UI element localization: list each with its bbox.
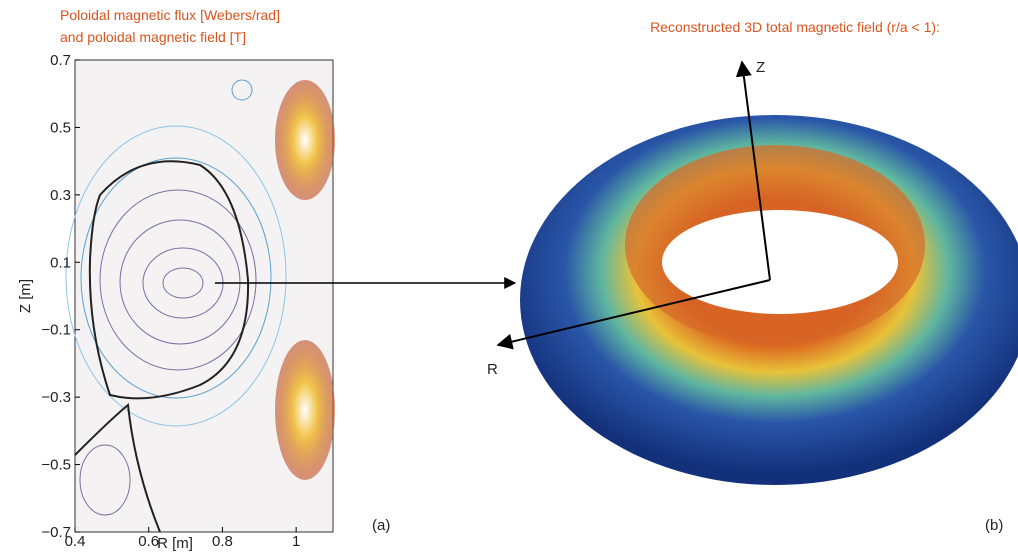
x-tick-label: 1 (292, 533, 300, 550)
left-title: Poloidal magnetic flux [Webers/rad] (60, 7, 280, 23)
x-tick-label: 0.6 (138, 533, 159, 550)
y-tick-label: 0.3 (50, 187, 71, 204)
y-tick-label: −0.3 (41, 389, 71, 406)
right-title: Reconstructed 3D total magnetic field (r… (650, 19, 940, 35)
y-tick-label: 0.7 (50, 52, 71, 69)
x-axis-label: R [m] (157, 535, 193, 552)
axis-label: R (487, 361, 498, 378)
torus (520, 115, 1018, 485)
x-tick-label: 0.8 (212, 533, 233, 550)
figure: Poloidal magnetic flux [Webers/rad] and … (0, 0, 1018, 552)
x-tick-label: 0.4 (65, 533, 86, 550)
y-tick-label: −0.5 (41, 457, 71, 474)
axis-label: Z (756, 59, 765, 76)
y-tick-label: −0.1 (41, 322, 71, 339)
y-axis-label: Z [m] (17, 279, 34, 313)
left-title: and poloidal magnetic field [T] (60, 29, 246, 45)
panel-label: (b) (985, 517, 1003, 534)
y-tick-label: 0.5 (50, 119, 71, 136)
panel-label: (a) (372, 517, 390, 534)
left-plot-background (66, 60, 335, 532)
y-tick-label: 0.1 (50, 254, 71, 271)
